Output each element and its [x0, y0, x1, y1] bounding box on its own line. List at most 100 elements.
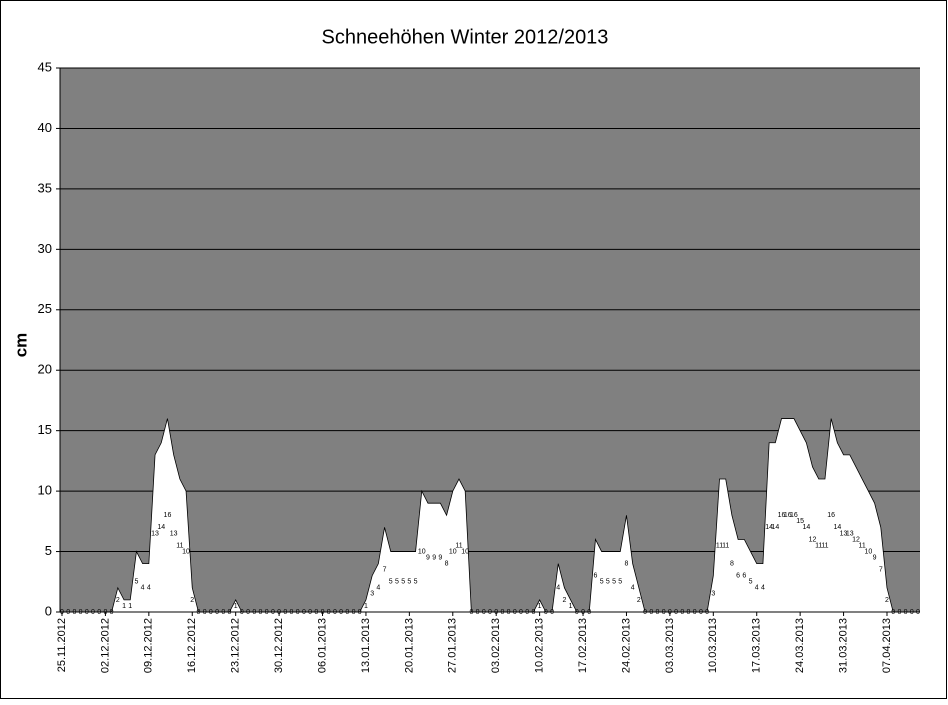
y-tick-label: 5: [45, 543, 52, 558]
data-label: 6: [742, 573, 746, 580]
y-tick-label: 40: [38, 120, 52, 135]
data-label: 13: [170, 530, 178, 537]
data-label: 13: [840, 530, 848, 537]
data-label: 1: [128, 603, 132, 610]
data-label: 6: [593, 573, 597, 580]
data-label: 5: [407, 579, 411, 586]
data-label: 5: [401, 579, 405, 586]
data-label: 8: [445, 560, 449, 567]
data-label: 5: [389, 579, 393, 586]
data-label: 16: [784, 512, 792, 519]
data-label: 4: [141, 585, 145, 592]
data-label: 14: [765, 524, 773, 531]
y-tick-label: 10: [38, 483, 52, 498]
data-label: 9: [432, 554, 436, 561]
data-label: 12: [852, 536, 860, 543]
data-label: 8: [625, 560, 629, 567]
data-label: 5: [749, 579, 753, 586]
data-label: 5: [612, 579, 616, 586]
data-label: 12: [809, 536, 817, 543]
data-label: 11: [821, 542, 828, 549]
x-tick-label: 16.12.2012: [186, 618, 198, 673]
data-label: 11: [455, 542, 462, 549]
data-label: 3: [711, 591, 715, 598]
data-label: 11: [716, 542, 723, 549]
data-label: 10: [182, 548, 190, 555]
x-tick-label: 17.03.2013: [751, 618, 763, 673]
data-label: 8: [730, 560, 734, 567]
data-label: 1: [569, 603, 573, 610]
y-axis-label: cm: [11, 333, 30, 358]
y-tick-label: 0: [45, 603, 52, 618]
data-label: 1: [234, 603, 238, 610]
data-label: 1: [538, 603, 542, 610]
data-label: 4: [631, 585, 635, 592]
data-label: 13: [846, 530, 854, 537]
data-label: 1: [122, 603, 126, 610]
data-label: 14: [833, 524, 841, 531]
data-label: 4: [147, 585, 151, 592]
data-label: 15: [796, 518, 804, 525]
y-tick-label: 25: [38, 301, 52, 316]
x-tick-label: 07.04.2013: [881, 618, 893, 673]
data-label: 5: [395, 579, 399, 586]
data-label: 2: [885, 597, 889, 604]
data-label: 1: [364, 603, 368, 610]
x-tick-label: 24.02.2013: [620, 618, 632, 673]
data-label: 10: [449, 548, 457, 555]
data-label: 3: [370, 591, 374, 598]
data-label: 16: [790, 512, 798, 519]
data-label: 4: [761, 585, 765, 592]
data-label: 5: [414, 579, 418, 586]
data-label: 10: [864, 548, 872, 555]
data-label: 11: [859, 542, 866, 549]
x-tick-label: 06.01.2013: [316, 618, 328, 673]
y-tick-label: 45: [38, 59, 52, 74]
y-tick-label: 35: [38, 180, 52, 195]
x-tick-label: 30.12.2012: [273, 618, 285, 673]
x-tick-label: 03.02.2013: [490, 618, 502, 673]
data-label: 16: [827, 512, 835, 519]
x-tick-label: 31.03.2013: [837, 618, 849, 673]
x-tick-label: 13.01.2013: [360, 618, 372, 673]
data-label: 7: [383, 567, 387, 574]
x-tick-label: 27.01.2013: [447, 618, 459, 673]
data-label: 11: [176, 542, 183, 549]
x-tick-label: 23.12.2012: [230, 618, 242, 673]
data-label: 11: [815, 542, 822, 549]
data-label: 5: [600, 579, 604, 586]
data-label: 5: [134, 579, 138, 586]
x-tick-label: 10.03.2013: [707, 618, 719, 673]
data-label: 2: [637, 597, 641, 604]
data-label: 9: [438, 554, 442, 561]
data-label: 6: [736, 573, 740, 580]
x-tick-label: 02.12.2012: [99, 618, 111, 673]
x-tick-label: 17.02.2013: [577, 618, 589, 673]
data-label: 4: [755, 585, 759, 592]
data-label: 11: [722, 542, 729, 549]
data-label: 14: [771, 524, 779, 531]
data-label: 5: [618, 579, 622, 586]
data-label: 5: [606, 579, 610, 586]
data-label: 9: [426, 554, 430, 561]
y-tick-label: 15: [38, 422, 52, 437]
data-label: 2: [562, 597, 566, 604]
x-tick-label: 09.12.2012: [143, 618, 155, 673]
x-tick-label: 20.01.2013: [403, 618, 415, 673]
data-label: 9: [873, 554, 877, 561]
data-label: 2: [116, 597, 120, 604]
data-label: 7: [879, 567, 883, 574]
data-label: 10: [461, 548, 469, 555]
x-tick-label: 10.02.2013: [534, 618, 546, 673]
data-label: 2: [190, 597, 194, 604]
data-label: 10: [418, 548, 426, 555]
x-tick-label: 24.03.2013: [794, 618, 806, 673]
data-label: 4: [556, 585, 560, 592]
data-label: 14: [802, 524, 810, 531]
data-label: 16: [778, 512, 786, 519]
y-tick-label: 20: [38, 362, 52, 377]
y-tick-label: 30: [38, 241, 52, 256]
data-label: 13: [151, 530, 159, 537]
x-tick-label: 25.11.2012: [56, 618, 68, 672]
data-label: 16: [164, 512, 172, 519]
